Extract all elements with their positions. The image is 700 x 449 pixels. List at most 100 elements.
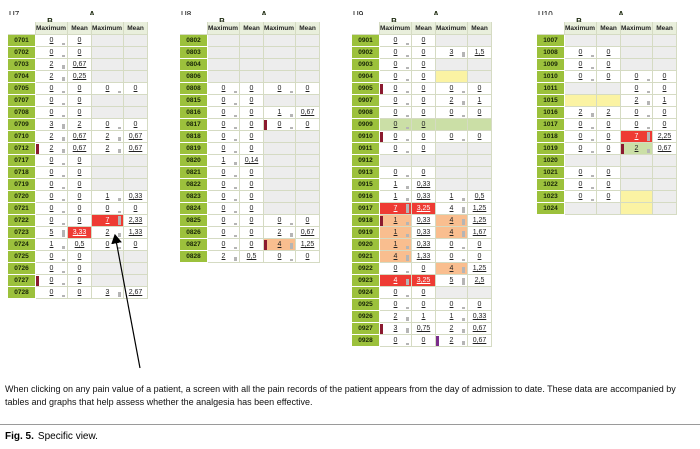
pain-value[interactable]: 0 [77,289,82,296]
pain-value[interactable]: 0 [477,133,482,140]
pain-value[interactable]: 0 [634,109,639,116]
pain-value[interactable]: 0 [221,97,226,104]
pain-value[interactable]: 0 [49,289,54,296]
pain-value[interactable]: 2 [393,313,398,320]
patient-row-label[interactable]: 0923 [352,275,380,287]
pain-value[interactable]: 0 [606,145,611,152]
pain-value[interactable]: 0 [277,217,282,224]
pain-mean-cell[interactable]: 0 [68,95,92,107]
pain-value[interactable]: 0 [221,205,226,212]
pain-maximum-cell[interactable]: 0 [621,83,653,95]
pain-value[interactable]: 1 [277,109,282,116]
pain-value[interactable]: 0 [606,49,611,56]
pain-value[interactable]: 0 [421,169,426,176]
pain-mean-cell[interactable]: 0 [412,131,436,143]
pain-value[interactable]: 0 [578,73,583,80]
pain-value[interactable]: 0 [77,37,82,44]
pain-value[interactable]: 2 [634,97,639,104]
patient-row-label[interactable]: 0725 [8,251,36,263]
pain-mean-cell[interactable]: 0 [296,215,320,227]
pain-maximum-cell[interactable]: 0 [380,71,412,83]
pain-maximum-cell[interactable]: 3 [380,323,412,335]
pain-value[interactable]: 0 [606,193,611,200]
pain-mean-cell[interactable]: 0,67 [68,131,92,143]
pain-mean-cell[interactable]: 0 [412,335,436,347]
pain-value[interactable]: 1 [393,181,398,188]
pain-maximum-cell[interactable]: 0 [264,215,296,227]
pain-value[interactable]: 0,25 [72,73,87,80]
pain-value[interactable]: 0 [578,193,583,200]
pain-maximum-cell[interactable]: 0 [621,71,653,83]
pain-mean-cell[interactable]: 0,33 [124,191,148,203]
pain-value[interactable]: 0 [393,301,398,308]
pain-value[interactable]: 1,33 [416,253,431,260]
patient-row-label[interactable]: 0925 [352,299,380,311]
pain-value[interactable]: 0 [49,193,54,200]
patient-row-label[interactable]: 0917 [352,203,380,215]
pain-value[interactable]: 0,5 [74,241,85,248]
pain-value[interactable]: 1 [393,193,398,200]
pain-maximum-cell[interactable]: 0 [208,95,240,107]
pain-maximum-cell[interactable]: 0 [36,155,68,167]
pain-value[interactable]: 0 [421,289,426,296]
pain-value[interactable]: 0 [221,193,226,200]
pain-maximum-cell[interactable]: 0 [208,167,240,179]
patient-row-label[interactable]: 0821 [180,167,208,179]
pain-mean-cell[interactable]: 0 [240,227,264,239]
patient-row-label[interactable]: 0915 [352,179,380,191]
pain-maximum-cell[interactable]: 2 [264,227,296,239]
pain-maximum-cell[interactable]: 0 [380,95,412,107]
pain-mean-cell[interactable]: 0 [412,287,436,299]
patient-row-label[interactable]: 1007 [537,35,565,47]
pain-mean-cell[interactable]: 1,5 [468,47,492,59]
pain-mean-cell[interactable]: 0 [68,155,92,167]
pain-value[interactable]: 2 [634,145,639,152]
pain-maximum-cell[interactable]: 1 [380,239,412,251]
pain-value[interactable]: 0 [421,337,426,344]
pain-value[interactable]: 0 [421,85,426,92]
patient-row-label[interactable]: 0723 [8,227,36,239]
pain-maximum-cell[interactable]: 2 [208,251,240,263]
pain-mean-cell[interactable]: 1,33 [412,251,436,263]
pain-mean-cell[interactable]: 0 [68,107,92,119]
pain-value[interactable]: 0 [133,205,138,212]
pain-value[interactable]: 0 [221,169,226,176]
pain-value[interactable]: 0 [578,61,583,68]
pain-value[interactable]: 0 [105,205,110,212]
pain-value[interactable]: 0 [221,181,226,188]
pain-mean-cell[interactable]: 0 [468,107,492,119]
pain-value[interactable]: 0 [477,85,482,92]
pain-value[interactable]: 2 [105,145,110,152]
patient-row-label[interactable]: 1022 [537,179,565,191]
patient-row-label[interactable]: 0823 [180,191,208,203]
pain-maximum-cell[interactable]: 0 [380,335,412,347]
pain-value[interactable]: 0 [49,181,54,188]
pain-maximum-cell[interactable]: 0 [436,299,468,311]
pain-value[interactable]: 0 [449,253,454,260]
pain-maximum-cell[interactable]: 3 [92,287,124,299]
pain-value[interactable]: 0 [578,133,583,140]
patient-row-label[interactable]: 0701 [8,35,36,47]
pain-value[interactable]: 0,67 [472,325,487,332]
pain-maximum-cell[interactable]: 0 [380,47,412,59]
pain-maximum-cell[interactable]: 1 [36,239,68,251]
pain-mean-cell[interactable]: 0 [597,131,621,143]
pain-mean-cell[interactable]: 1,25 [468,215,492,227]
pain-value[interactable]: 3 [105,289,110,296]
pain-maximum-cell[interactable]: 0 [208,239,240,251]
pain-value[interactable]: 0 [249,97,254,104]
pain-value[interactable]: 0 [49,205,54,212]
patient-row-label[interactable]: 0902 [352,47,380,59]
pain-value[interactable]: 0,67 [657,145,672,152]
patient-row-label[interactable]: 1020 [537,155,565,167]
pain-value[interactable]: 2 [221,253,226,260]
patient-row-label[interactable]: 0817 [180,119,208,131]
pain-value[interactable]: 0 [393,97,398,104]
pain-value[interactable]: 2 [49,133,54,140]
patient-row-label[interactable]: 0709 [8,119,36,131]
patient-row-label[interactable]: 0724 [8,239,36,251]
patient-row-label[interactable]: 0916 [352,191,380,203]
pain-mean-cell[interactable]: 0 [412,263,436,275]
pain-value[interactable]: 0,75 [416,325,431,332]
patient-row-label[interactable]: 0828 [180,251,208,263]
